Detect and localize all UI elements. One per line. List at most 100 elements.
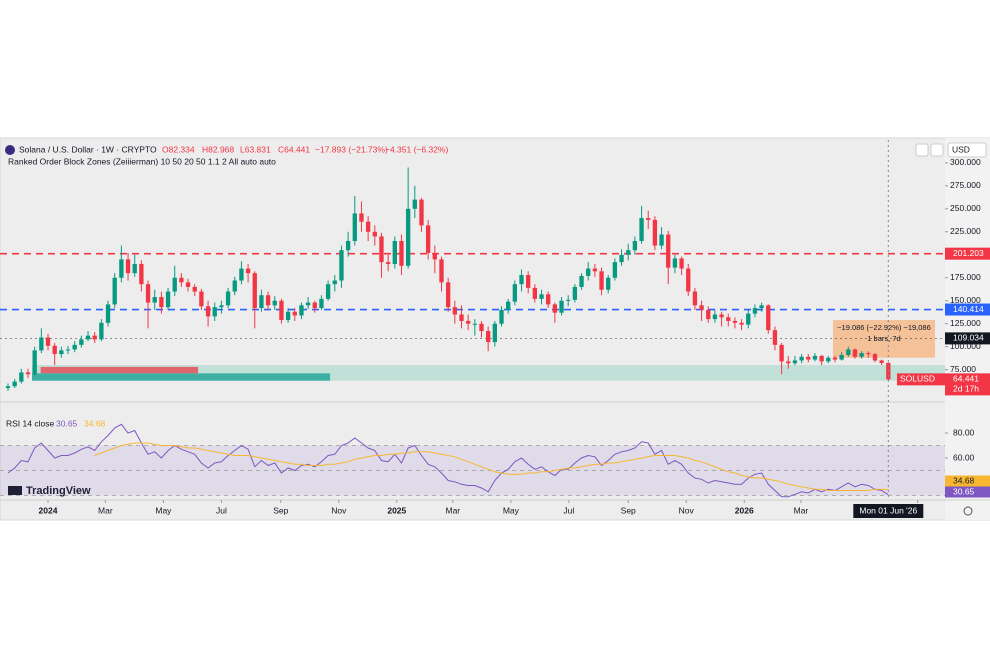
candle-body — [812, 355, 818, 360]
candle-body — [25, 372, 31, 375]
candle-body — [606, 277, 611, 290]
candle-body — [799, 356, 804, 361]
candle-body — [59, 350, 64, 355]
fullscreen-button[interactable] — [930, 143, 944, 157]
candle-body — [99, 322, 104, 340]
candle-body — [646, 218, 651, 220]
x-tick-label: Mar — [794, 505, 809, 515]
candle-body — [425, 225, 431, 253]
candle-body — [846, 349, 851, 355]
candle-body — [672, 258, 678, 268]
candle-body — [766, 305, 771, 331]
change-2: −4.351 (−6.32%) — [385, 144, 448, 154]
candle-body — [772, 330, 778, 345]
candle-body — [626, 250, 631, 255]
measure-text: −19.086 (−22.92%) −19,086 — [837, 323, 931, 332]
y-tick-label: 60.00 — [953, 452, 975, 462]
candle-body — [499, 309, 504, 324]
candle-body — [852, 349, 858, 357]
candle-body — [559, 300, 564, 313]
x-tick-label: Sep — [621, 505, 636, 515]
candle-body — [405, 208, 411, 266]
candle-body — [32, 350, 37, 375]
y-tick-label: 225.000 — [950, 226, 981, 236]
candle-body — [806, 356, 811, 360]
candle-body — [759, 305, 764, 309]
level-label: 109.034 — [953, 333, 984, 343]
candle-body — [259, 295, 264, 309]
level-label: 201.203 — [953, 248, 984, 258]
candle-body — [472, 323, 478, 325]
candle-body — [272, 300, 277, 306]
candle-body — [619, 254, 624, 263]
candle-body — [726, 317, 731, 321]
rsi-last-bg — [945, 486, 990, 498]
rsi-legend-value: 34.68 — [84, 418, 106, 428]
candle-body — [512, 284, 518, 302]
candle-body — [546, 294, 551, 305]
countdown: 2d 17h — [953, 384, 979, 394]
currency-button[interactable] — [947, 142, 987, 158]
candle-body — [419, 199, 424, 226]
rsi-last-label: 30.65 — [953, 486, 975, 496]
candle-body — [79, 339, 84, 345]
settings-button[interactable] — [963, 506, 973, 516]
candle-body — [285, 311, 291, 321]
candle-body — [192, 286, 197, 292]
crosshair-label: Mon 01 Jun '26 — [859, 505, 917, 515]
candle-body — [519, 275, 524, 285]
candle-body — [205, 306, 211, 317]
candle-body — [452, 307, 457, 315]
candle-body — [332, 280, 337, 285]
candle-body — [706, 309, 711, 320]
x-tick-label: Jul — [563, 505, 574, 515]
order-block-zone — [32, 373, 331, 381]
y-tick-label: 150.000 — [950, 295, 981, 305]
last-price-bg — [945, 373, 990, 396]
candle-body — [92, 335, 97, 340]
y-tick-label: 125.000 — [950, 318, 981, 328]
ohlc-low: L63.831 — [240, 144, 271, 154]
rsi-line — [7, 423, 889, 498]
symbol: Solana / U.S. Dollar · 1W · CRYPTO — [19, 144, 157, 154]
candle-body — [145, 284, 151, 303]
rsi-line — [94, 442, 889, 491]
candle-body — [659, 234, 664, 246]
candle-body — [566, 299, 571, 301]
candle-body — [132, 263, 137, 274]
candle-body — [779, 344, 784, 362]
candle-body — [739, 322, 744, 325]
currency: USD — [952, 144, 970, 154]
candle-body — [239, 268, 244, 281]
candle-body — [412, 199, 417, 209]
price-axis-bg — [945, 138, 990, 520]
candle-body — [372, 231, 377, 237]
candle-body — [399, 240, 404, 266]
download-button[interactable] — [915, 143, 929, 157]
symbol-icon — [5, 145, 15, 155]
x-tick-label: Jul — [216, 505, 227, 515]
candle-body — [139, 263, 144, 285]
candle-body — [746, 313, 751, 325]
y-tick-label: 250.000 — [950, 203, 981, 213]
last-symbol-bg — [897, 373, 945, 386]
candle-body — [105, 304, 111, 323]
candle-body — [339, 250, 344, 281]
rsi-legend-value: 30.65 — [56, 418, 78, 428]
x-tick-label: Nov — [679, 505, 695, 515]
order-block-zone — [40, 366, 199, 374]
candle-body — [85, 335, 91, 340]
y-tick-label: 75.000 — [950, 364, 976, 374]
level-label: 140.414 — [953, 304, 984, 314]
candle-body — [265, 295, 271, 306]
candle-body — [252, 273, 257, 309]
x-tick-label: May — [503, 505, 520, 515]
candle-body — [112, 277, 117, 305]
candle-body — [486, 331, 491, 343]
rsi-last-label: 34.68 — [953, 475, 975, 485]
candle-body — [39, 337, 44, 351]
candle-body — [165, 291, 171, 308]
candle-body — [292, 311, 297, 316]
measure-text: 1 bars, 7d — [867, 334, 900, 343]
